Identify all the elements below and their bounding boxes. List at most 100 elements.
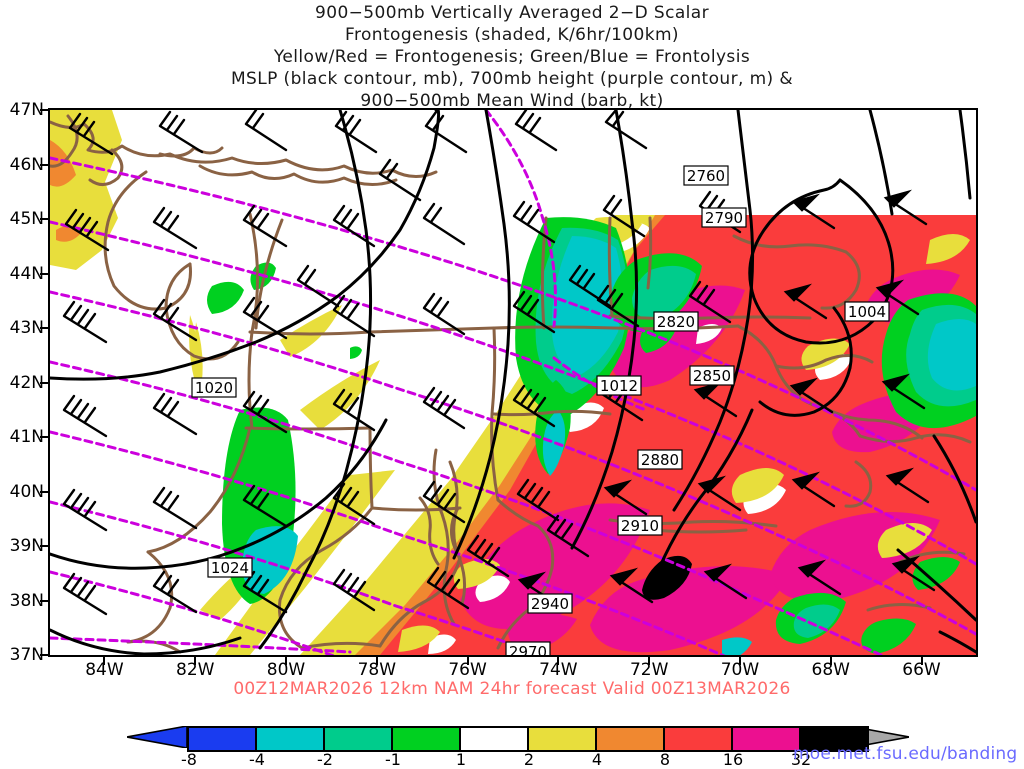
y-tick-44N: 44N — [9, 263, 44, 284]
svg-text:2970: 2970 — [509, 643, 547, 655]
x-tick-70W: 70W — [720, 660, 760, 680]
colorbar-tick-8: 8 — [659, 750, 671, 769]
x-tick-78W: 78W — [357, 660, 397, 680]
y-tick-41N: 41N — [9, 427, 44, 447]
mslp-label-1020: 1020 — [191, 377, 237, 398]
contour-labels: 1004 1012 1020 1024 2760 2790 2820 2850 … — [191, 165, 890, 655]
y-tick-mark — [40, 654, 48, 656]
colorbar-cell-1 — [257, 728, 325, 750]
height-label-2910: 2910 — [617, 515, 663, 536]
y-tick-38N: 38N — [9, 590, 44, 611]
y-tick-mark — [40, 163, 48, 166]
colorbar-cell-9 — [801, 728, 867, 750]
y-tick-39N: 39N — [9, 536, 44, 556]
map-plot-area: 1004 1012 1020 1024 2760 2790 2820 2850 … — [48, 108, 978, 657]
mslp-label-1012: 1012 — [596, 375, 642, 396]
svg-text:2910: 2910 — [621, 517, 659, 535]
colorbar-tick--2: -2 — [317, 750, 333, 769]
x-tick-mark — [194, 657, 197, 665]
x-tick-68W: 68W — [811, 660, 850, 680]
colorbar-cell-4 — [461, 728, 529, 750]
y-tick-42N: 42N — [9, 372, 44, 393]
x-tick-mark — [466, 657, 469, 665]
x-tick-mark — [557, 657, 560, 665]
y-tick-mark — [40, 218, 48, 220]
height-label-2760: 2760 — [683, 165, 729, 186]
svg-text:2820: 2820 — [657, 313, 695, 331]
colorbar-tick--1: -1 — [385, 750, 401, 769]
x-tick-74W: 74W — [539, 660, 578, 680]
title-line-3: Yellow/Red = Frontogenesis; Green/Blue =… — [273, 47, 751, 67]
colorbar-tick-32: 32 — [790, 750, 812, 769]
map-canvas: 1004 1012 1020 1024 2760 2790 2820 2850 … — [50, 110, 976, 655]
title-line-1: 900−500mb Vertically Averaged 2−D Scalar — [315, 3, 709, 23]
y-tick-mark — [40, 272, 48, 275]
svg-text:1012: 1012 — [600, 377, 638, 395]
y-tick-mark — [40, 599, 48, 602]
svg-text:1024: 1024 — [211, 559, 249, 577]
colorbar-tick-16: 16 — [722, 750, 744, 769]
mslp-label-1024: 1024 — [207, 557, 253, 578]
forecast-caption: 00Z12MAR2026 12km NAM 24hr forecast Vali… — [233, 679, 791, 699]
svg-text:2790: 2790 — [705, 209, 743, 227]
height-label-2970: 2970 — [505, 641, 551, 655]
x-tick-mark — [285, 657, 288, 665]
svg-text:1020: 1020 — [195, 379, 233, 397]
x-tick-mark — [829, 657, 832, 665]
height-label-2820: 2820 — [653, 311, 699, 332]
y-tick-mark — [40, 436, 48, 438]
watermark-url: moe.met.fsu.edu/banding — [793, 744, 1018, 764]
mslp-label-1004: 1004 — [844, 301, 890, 322]
y-tick-mark — [40, 327, 48, 329]
colorbar: -8 -4 -2 -1 1 2 4 8 16 32 — [0, 722, 1024, 769]
height-label-2940: 2940 — [527, 593, 573, 614]
y-axis-labels: 47N 46N 45N 44N 43N 42N 41N 40N 39N 38N 37N — [0, 0, 44, 768]
chart-title-block: 900−500mb Vertically Averaged 2−D Scalar… — [0, 2, 1024, 112]
colorbar-under-arrow — [127, 726, 188, 748]
x-tick-mark — [920, 657, 923, 665]
colorbar-cell-0 — [189, 728, 257, 750]
x-tick-mark — [648, 657, 651, 665]
colorbar-cell-2 — [325, 728, 393, 750]
x-tick-mark — [738, 657, 741, 665]
x-tick-mark — [103, 657, 106, 665]
colorbar-tick--8: -8 — [181, 750, 197, 769]
svg-text:2880: 2880 — [641, 451, 679, 469]
geography-boundaries — [50, 114, 972, 654]
colorbar-cell-8 — [733, 728, 801, 750]
x-tick-76W: 76W — [448, 660, 487, 680]
y-tick-mark — [40, 490, 48, 493]
y-tick-mark — [40, 545, 48, 547]
svg-text:2940: 2940 — [531, 595, 569, 613]
height-label-2850: 2850 — [689, 365, 735, 386]
mslp-contours — [50, 110, 976, 655]
colorbar-cell-6 — [597, 728, 665, 750]
y-tick-mark — [40, 109, 48, 111]
x-tick-84W: 84W — [85, 660, 124, 680]
y-tick-mark — [40, 381, 48, 384]
height-label-2790: 2790 — [701, 207, 747, 228]
svg-text:2760: 2760 — [687, 167, 725, 185]
colorbar-tick-1: 1 — [455, 750, 467, 769]
title-line-4: MSLP (black contour, mb), 700mb height (… — [230, 69, 794, 89]
y-tick-43N: 43N — [9, 318, 44, 338]
x-tick-80W: 80W — [266, 660, 306, 680]
x-tick-66W: 66W — [902, 660, 941, 680]
height-label-2880: 2880 — [637, 449, 683, 470]
colorbar-tick--4: -4 — [249, 750, 265, 769]
colorbar-cell-7 — [665, 728, 733, 750]
title-line-2: Frontogenesis (shaded, K/6hr/100km) — [345, 25, 679, 45]
title-line-5: 900−500mb Mean Wind (barb, kt) — [360, 91, 664, 111]
colorbar-tick-4: 4 — [591, 750, 603, 769]
colorbar-tick-2: 2 — [523, 750, 535, 769]
x-tick-82W: 82W — [176, 660, 215, 680]
y-tick-40N: 40N — [9, 481, 44, 502]
wind-barbs — [62, 110, 936, 616]
x-tick-72W: 72W — [629, 660, 669, 680]
svg-text:1004: 1004 — [848, 303, 886, 321]
colorbar-swatches — [187, 726, 869, 752]
svg-text:2850: 2850 — [693, 367, 731, 385]
y-tick-47N: 47N — [9, 100, 44, 120]
y-tick-45N: 45N — [9, 209, 44, 229]
